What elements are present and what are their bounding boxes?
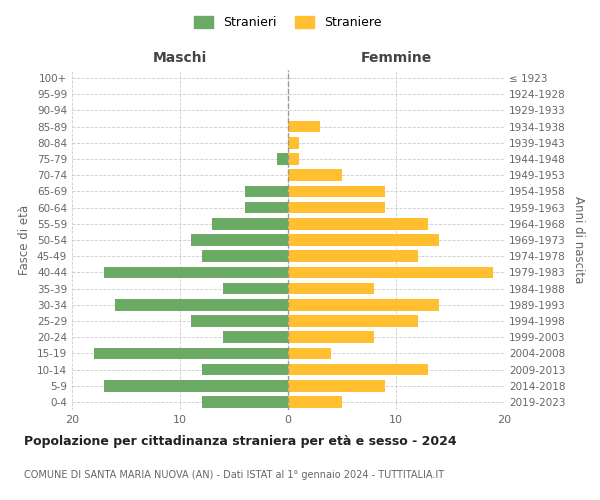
Bar bbox=[245, 186, 288, 198]
Bar bbox=[288, 202, 385, 213]
Bar bbox=[223, 332, 288, 343]
Text: COMUNE DI SANTA MARIA NUOVA (AN) - Dati ISTAT al 1° gennaio 2024 - TUTTITALIA.IT: COMUNE DI SANTA MARIA NUOVA (AN) - Dati … bbox=[24, 470, 444, 480]
Bar bbox=[288, 250, 418, 262]
Bar bbox=[288, 137, 299, 148]
Bar bbox=[94, 348, 288, 359]
Bar bbox=[104, 380, 288, 392]
Bar bbox=[288, 348, 331, 359]
Bar bbox=[288, 266, 493, 278]
Bar bbox=[191, 234, 288, 246]
Bar bbox=[202, 250, 288, 262]
Y-axis label: Anni di nascita: Anni di nascita bbox=[572, 196, 585, 284]
Bar bbox=[288, 218, 428, 230]
Bar bbox=[104, 266, 288, 278]
Bar bbox=[202, 396, 288, 407]
Bar bbox=[288, 153, 299, 165]
Bar bbox=[277, 153, 288, 165]
Bar bbox=[288, 299, 439, 310]
Text: Maschi: Maschi bbox=[153, 51, 207, 65]
Text: Femmine: Femmine bbox=[361, 51, 431, 65]
Bar bbox=[245, 202, 288, 213]
Bar bbox=[115, 299, 288, 310]
Text: Popolazione per cittadinanza straniera per età e sesso - 2024: Popolazione per cittadinanza straniera p… bbox=[24, 435, 457, 448]
Bar bbox=[288, 396, 342, 407]
Bar bbox=[288, 282, 374, 294]
Bar bbox=[288, 121, 320, 132]
Legend: Stranieri, Straniere: Stranieri, Straniere bbox=[190, 11, 386, 34]
Bar bbox=[288, 364, 428, 376]
Bar bbox=[288, 380, 385, 392]
Bar bbox=[288, 315, 418, 327]
Bar bbox=[212, 218, 288, 230]
Y-axis label: Fasce di età: Fasce di età bbox=[19, 205, 31, 275]
Bar bbox=[288, 332, 374, 343]
Bar bbox=[288, 186, 385, 198]
Bar bbox=[223, 282, 288, 294]
Bar bbox=[288, 170, 342, 181]
Bar bbox=[202, 364, 288, 376]
Bar bbox=[191, 315, 288, 327]
Bar bbox=[288, 234, 439, 246]
